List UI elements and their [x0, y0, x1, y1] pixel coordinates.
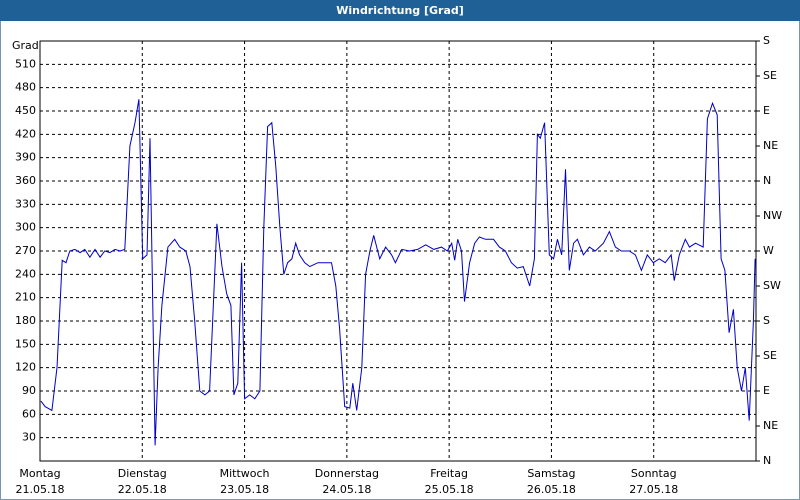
data-line [40, 99, 756, 446]
y2-tick-label: S [763, 34, 770, 47]
y-tick-label: 330 [15, 197, 36, 210]
x-tick-label: Donnerstag [315, 467, 379, 480]
x-tick-date: 24.05.18 [322, 483, 371, 496]
y-tick-label: 210 [15, 291, 36, 304]
x-tick-date: 27.05.18 [629, 483, 678, 496]
y2-tick-label: SE [763, 349, 777, 362]
y-tick-label: 510 [15, 57, 36, 70]
y2-tick-label: N [763, 454, 771, 467]
y2-tick-label: E [763, 384, 770, 397]
x-tick-date: 26.05.18 [527, 483, 576, 496]
y2-tick-label: SE [763, 69, 777, 82]
y2-tick-label: W [763, 244, 774, 257]
y-tick-label: 450 [15, 104, 36, 117]
y-tick-label: 420 [15, 127, 36, 140]
y-tick-label: 480 [15, 81, 36, 94]
x-tick-label: Mittwoch [220, 467, 270, 480]
x-tick-label: Montag [19, 467, 60, 480]
y-tick-label: 30 [22, 431, 36, 444]
y2-tick-label: NE [763, 419, 778, 432]
x-tick-date: 23.05.18 [220, 483, 269, 496]
y-tick-label: 180 [15, 314, 36, 327]
y2-tick-label: N [763, 174, 771, 187]
y-tick-label: 360 [15, 174, 36, 187]
y2-tick-label: E [763, 104, 770, 117]
y-tick-label: 390 [15, 151, 36, 164]
y2-tick-label: NE [763, 139, 778, 152]
y-tick-label: 240 [15, 267, 36, 280]
y2-tick-label: S [763, 314, 770, 327]
y-tick-label: 120 [15, 361, 36, 374]
x-tick-date: 21.05.18 [16, 483, 65, 496]
y-axis-label: Grad [12, 39, 39, 52]
y2-tick-label: SW [763, 279, 781, 292]
x-tick-label: Dienstag [118, 467, 167, 480]
y2-tick-label: NW [763, 209, 782, 222]
y-tick-label: 300 [15, 221, 36, 234]
chart-title: Windrichtung [Grad] [336, 4, 464, 17]
x-tick-label: Samstag [527, 467, 575, 480]
y-tick-label: 150 [15, 337, 36, 350]
x-tick-date: 22.05.18 [118, 483, 167, 496]
y-tick-label: 90 [22, 384, 36, 397]
title-bar [0, 0, 800, 21]
y-tick-label: 270 [15, 244, 36, 257]
x-tick-label: Sonntag [631, 467, 677, 480]
y-tick-label: 60 [22, 407, 36, 420]
x-tick-date: 25.05.18 [425, 483, 474, 496]
x-tick-label: Freitag [430, 467, 468, 480]
